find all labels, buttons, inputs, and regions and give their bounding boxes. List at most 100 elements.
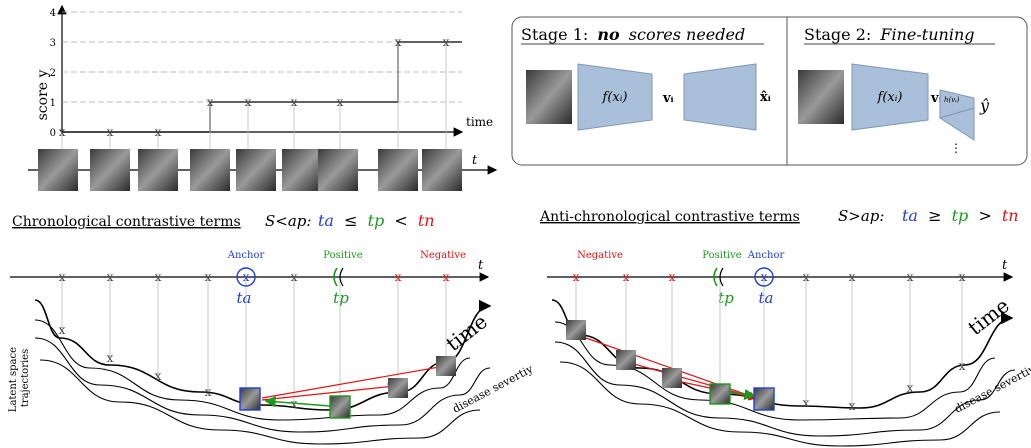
y-tick-label: 1	[50, 98, 56, 109]
anti-tp-label: tp	[718, 289, 734, 307]
timepoint-mark: x	[59, 270, 66, 284]
timepoint-mark: x	[395, 270, 402, 284]
y-tick-labels: 0 1 2 3 4	[50, 8, 56, 139]
timepoint-mark: x	[669, 270, 676, 284]
anti-marks: x x x x x x x x x x x x	[566, 267, 966, 413]
positive-mark-dark	[339, 267, 344, 287]
score-point: x	[59, 125, 66, 139]
stage2-head-label: h(vᵢ)	[944, 96, 960, 104]
trajectory	[559, 361, 1001, 447]
stage1-encoder	[577, 63, 653, 131]
score-point: x	[337, 95, 344, 109]
latent-point: x	[959, 359, 966, 373]
latent-point: x	[849, 399, 856, 413]
negative-image	[566, 320, 586, 340]
chrono-anchor-label: Anchor	[227, 250, 265, 261]
latent-point: x	[155, 369, 162, 383]
chrono-time-label: time	[441, 309, 491, 356]
anti-time-label: time	[963, 293, 1013, 340]
negative-image	[662, 368, 682, 388]
chrono-tp-label: tp	[333, 289, 349, 307]
stage2-output-label: ŷ	[979, 96, 990, 115]
chrono-set-symbol: S<ap:	[265, 212, 311, 230]
chrono-ta-label: ta	[237, 289, 252, 307]
score-point: x	[245, 95, 252, 109]
chrono-title: Chronological contrastive terms	[12, 214, 241, 230]
chrono-positive-label: Positive	[323, 250, 363, 261]
score-point: x	[443, 35, 450, 49]
negative-image	[388, 378, 408, 398]
anchor-image	[239, 387, 261, 411]
anchor-image	[753, 387, 775, 411]
negative-image	[616, 350, 636, 370]
latent-point: x	[205, 385, 212, 399]
timepoint-mark: x	[959, 270, 966, 284]
positive-image	[329, 395, 351, 419]
chrono-side-label: Latent space trajectories	[8, 344, 31, 412]
anti-trajectories	[551, 299, 1016, 447]
latent-point: x	[291, 397, 298, 411]
score-point: x	[107, 125, 114, 139]
anti-t: t	[1002, 258, 1008, 273]
chrono-trajectories	[34, 299, 492, 445]
negative-arrow	[261, 363, 447, 399]
stages-panel: Stage 1: no scores needed f(xᵢ) vᵢ x̂ᵢ S…	[511, 16, 1028, 166]
anti-title: Anti-chronological contrastive terms	[539, 209, 800, 225]
stage2-dots: ⋮	[950, 141, 962, 155]
positive-image	[709, 383, 731, 405]
score-point: x	[155, 125, 162, 139]
stage1-input-image	[526, 70, 572, 124]
timepoint-mark: x	[849, 270, 856, 284]
xray-thumbnail	[90, 149, 130, 191]
positive-mark-dark	[719, 267, 724, 287]
xray-thumbnail	[236, 149, 276, 191]
anti-positive-label: Positive	[702, 250, 742, 261]
stage1-encoder-label: f(xᵢ)	[602, 90, 628, 105]
positive-mark	[333, 267, 338, 287]
timepoint-mark: x	[623, 270, 630, 284]
negative-image	[436, 356, 456, 376]
score-step-line	[62, 41, 462, 133]
stage1-recon-label: x̂ᵢ	[760, 90, 771, 105]
timepoint-mark: x	[205, 270, 212, 284]
anti-ta-label: ta	[759, 289, 774, 307]
y-tick-label: 4	[50, 8, 56, 19]
stage2-encoder	[851, 63, 929, 131]
chrono-severity-label: disease severtiy	[450, 362, 536, 416]
xray-thumbnail	[422, 149, 462, 191]
trajectory	[34, 337, 491, 433]
trajectory	[39, 359, 481, 445]
xray-thumbnail	[378, 149, 418, 191]
xray-thumbnail	[318, 149, 358, 191]
timepoint-mark: x	[291, 270, 298, 284]
timepoint-mark: x	[443, 270, 450, 284]
timepoint-mark: x	[907, 270, 914, 284]
negative-arrow	[261, 382, 397, 401]
stage2-latent-label: vᵢ	[930, 91, 942, 106]
xray-thumbnails	[38, 149, 462, 191]
chrono-t: t	[478, 258, 484, 273]
timepoint-mark: x	[573, 270, 580, 284]
trajectory	[34, 319, 471, 421]
anti-anchor-label: Anchor	[747, 250, 785, 261]
stage2-input-image	[798, 70, 844, 124]
anchor-mark: x	[761, 270, 768, 284]
timepoint-mark: x	[155, 270, 162, 284]
xray-thumbnail	[190, 149, 230, 191]
anti-chronological-panel: Anti-chronological contrastive terms S>a…	[539, 206, 1031, 447]
trajectory	[554, 321, 996, 421]
stage1-title: Stage 1: no scores needed	[521, 25, 745, 44]
score-point: x	[291, 95, 298, 109]
timepoint-mark: x	[107, 270, 114, 284]
latent-point: x	[803, 396, 810, 410]
y-tick-label: 2	[50, 68, 56, 79]
anchor-mark: x	[243, 270, 250, 284]
y-axis-label: score y	[35, 70, 51, 121]
latent-point: x	[907, 381, 914, 395]
latent-point: x	[59, 323, 66, 337]
stage2-title: Stage 2: Fine-tuning	[804, 25, 975, 44]
y-tick-label: 3	[50, 38, 56, 49]
y-tick-label: 0	[50, 128, 56, 139]
main-trajectory	[551, 299, 1014, 409]
